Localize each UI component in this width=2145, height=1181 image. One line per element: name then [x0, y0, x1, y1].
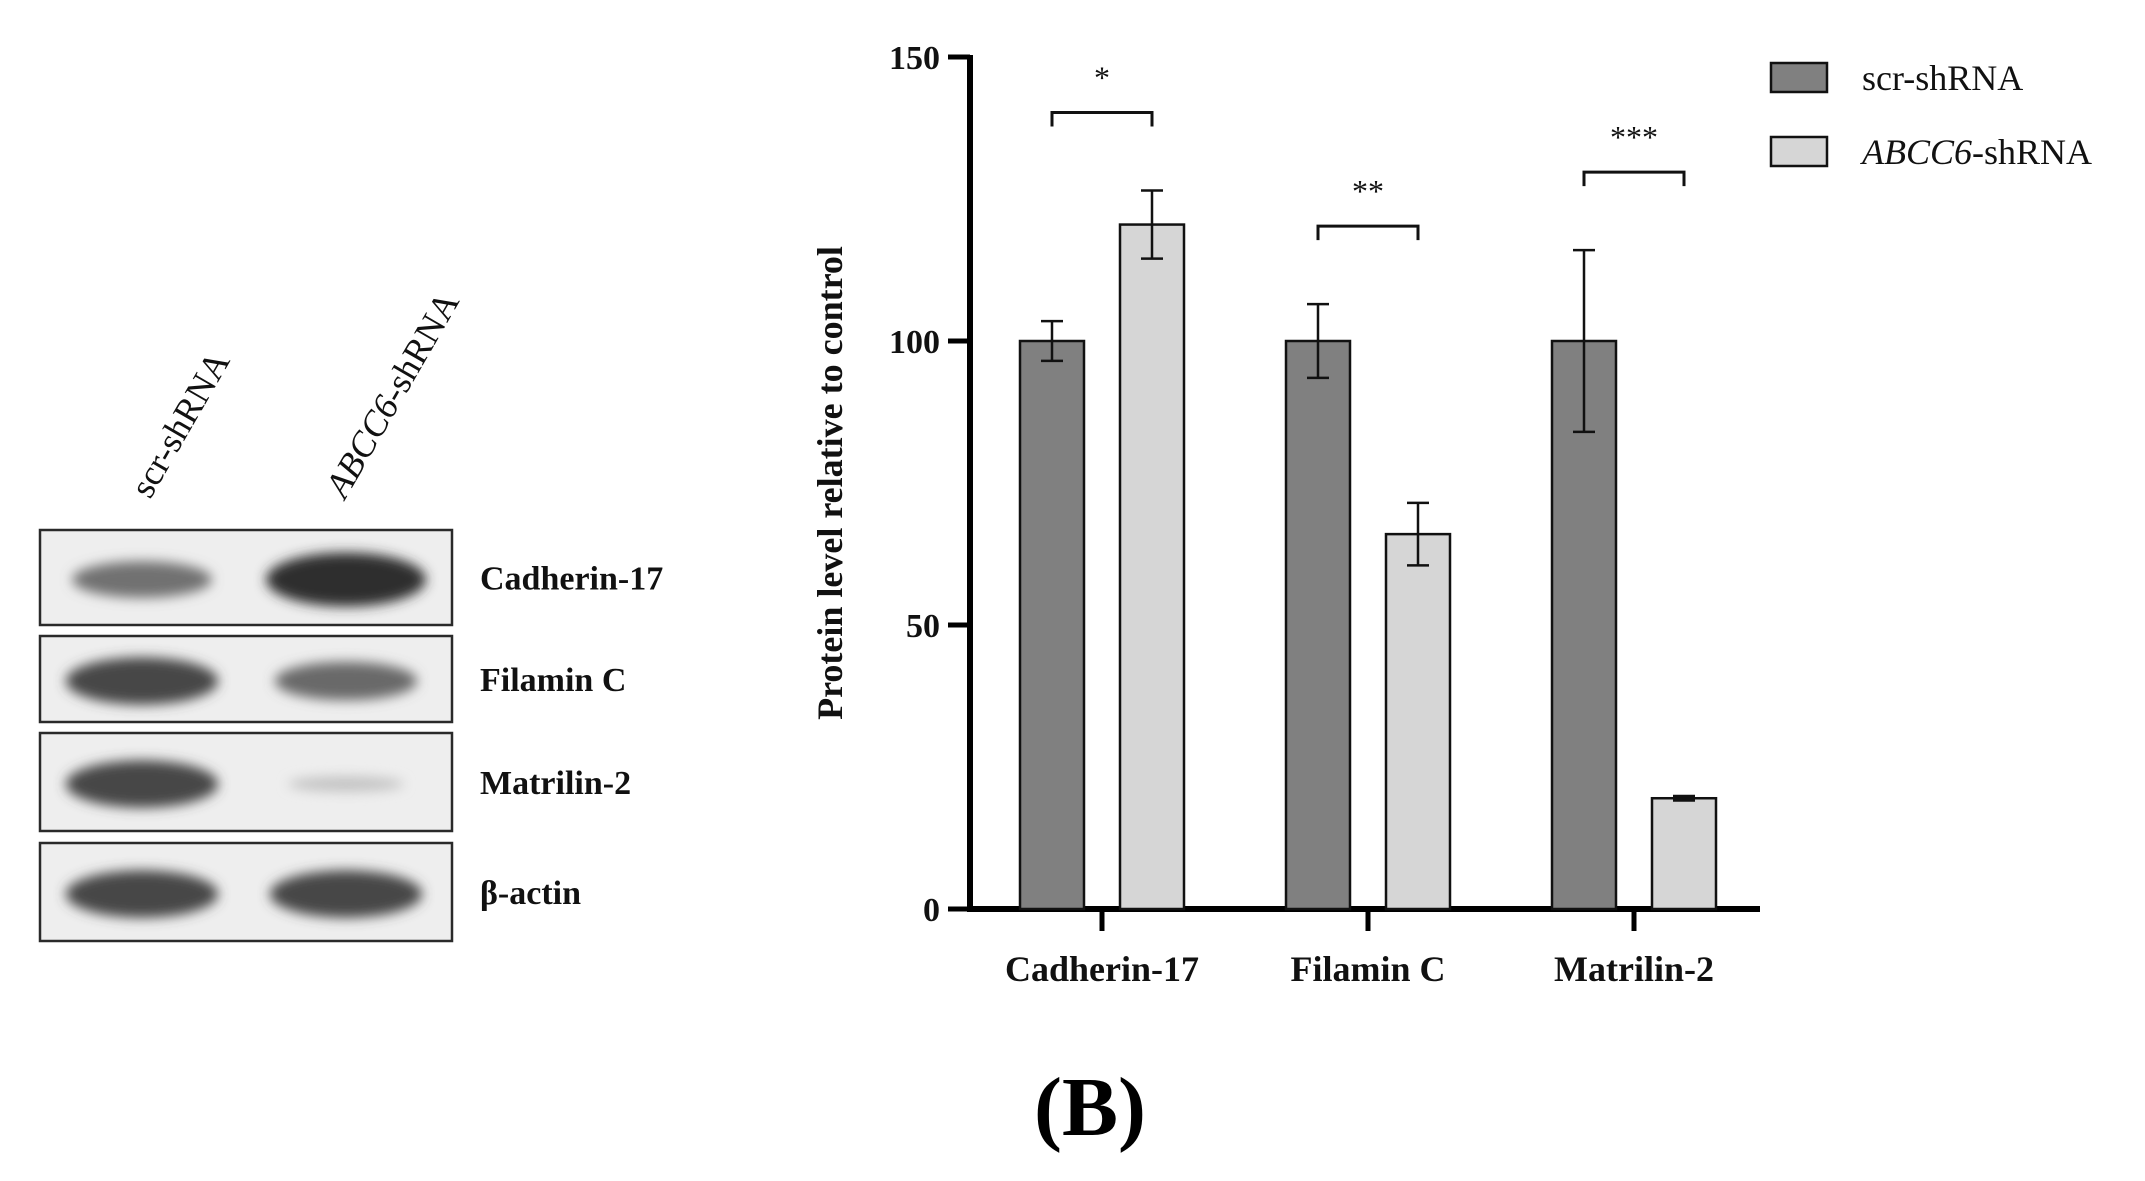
- significance-label: ***: [1610, 119, 1658, 155]
- error-bar: [1407, 501, 1429, 567]
- blot-band-abcc6-shrna: [288, 776, 404, 792]
- legend-swatch-scr-shrna: [1769, 61, 1829, 94]
- blot-band-scr-shrna: [65, 657, 219, 705]
- error-bar: [1141, 189, 1163, 260]
- error-bar: [1573, 248, 1595, 434]
- error-bar: [1041, 319, 1063, 363]
- y-axis-label: Protein level relative to control: [810, 246, 850, 720]
- bar-abcc6-shrna-cadherin-17: [1118, 223, 1186, 911]
- blot-band-abcc6-shrna: [266, 552, 426, 607]
- blot-band-label: β-actin: [480, 875, 581, 912]
- significance-label: **: [1352, 173, 1384, 209]
- blot-band-label: Cadherin-17: [480, 561, 663, 598]
- x-tick-label: Cadherin-17: [1005, 949, 1199, 989]
- legend-swatch-abcc6-shrna: [1769, 135, 1829, 168]
- lane-label-abcc6-shrna: ABCC6-shRNA: [316, 285, 467, 506]
- blot-band-label: Matrilin-2: [480, 765, 631, 802]
- blot-band-abcc6-shrna: [269, 870, 423, 918]
- bar-scr-shrna-filamin-c: [1284, 339, 1352, 911]
- blot-band-label: Filamin C: [480, 662, 626, 699]
- y-tick-label: 150: [889, 40, 940, 77]
- legend: scr-shRNA ABCC6-shRNA: [1769, 58, 2092, 172]
- significance-bracket: [1050, 110, 1154, 127]
- blot-band-scr-shrna: [72, 561, 212, 598]
- bar-scr-shrna-matrilin-2: [1550, 339, 1618, 911]
- y-tick-label: 50: [906, 608, 940, 645]
- bar-scr-shrna-cadherin-17: [1018, 339, 1086, 911]
- significance-bracket: [1316, 224, 1420, 241]
- blot-row-cadherin-17: Cadherin-17: [38, 528, 663, 627]
- blot-row--actin: β-actin: [38, 841, 581, 943]
- x-tick-label: Matrilin-2: [1554, 949, 1714, 989]
- blot-row-filamin-c: Filamin C: [38, 634, 626, 724]
- panel-label: (B): [1034, 1061, 1146, 1154]
- bar-chart-panel: 0 50 100 150 Protein level relative to contr…: [810, 40, 2092, 989]
- blot-band-scr-shrna: [65, 760, 219, 808]
- bar-abcc6-shrna-matrilin-2: [1650, 796, 1718, 911]
- y-tick-label: 0: [923, 892, 940, 929]
- significance-label: *: [1094, 59, 1110, 95]
- legend-label-abcc6-shrna: ABCC6-shRNA: [1860, 132, 2092, 172]
- bar-abcc6-shrna-filamin-c: [1384, 532, 1452, 911]
- significance-bracket: [1582, 170, 1686, 187]
- blot-row-matrilin-2: Matrilin-2: [38, 731, 631, 833]
- x-tick-label: Filamin C: [1290, 949, 1445, 989]
- legend-label-scr-shrna: scr-shRNA: [1862, 58, 2023, 98]
- y-tick-label: 100: [889, 324, 940, 361]
- western-blot-panel: Cadherin-17 Filamin C Matrilin-2 β-actin scr…: [38, 285, 663, 943]
- error-bar: [1307, 302, 1329, 380]
- lane-label-scr-shrna: scr-shRNA: [122, 344, 237, 504]
- error-bar: [1673, 794, 1695, 802]
- blot-band-scr-shrna: [65, 870, 219, 918]
- blot-band-abcc6-shrna: [274, 661, 418, 701]
